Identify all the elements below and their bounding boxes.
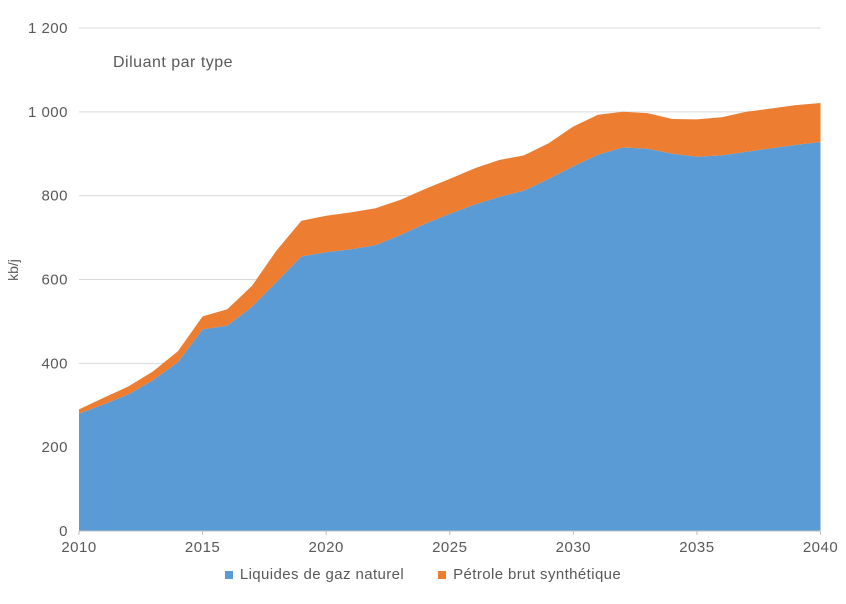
x-tick-label-2010: 2010 — [61, 539, 96, 556]
legend-swatch-orange-icon — [438, 570, 447, 579]
y-axis-title: kb/j — [5, 259, 21, 281]
area-series-1 — [79, 103, 821, 414]
y-tick-label-600: 600 — [41, 272, 68, 289]
legend-label-ngl: Liquides de gaz naturel — [239, 566, 405, 583]
y-tick-label-1200: 1 200 — [28, 20, 68, 37]
legend-swatch-blue-icon — [224, 570, 233, 579]
y-tick-label-800: 800 — [41, 188, 68, 205]
x-tick-label-2040: 2040 — [803, 539, 838, 556]
chart-title: Diluant par type — [113, 54, 234, 71]
x-tick-label-2025: 2025 — [432, 539, 467, 556]
x-tick-label-2015: 2015 — [185, 539, 220, 556]
legend-label-sco: Pétrole brut synthétique — [453, 566, 622, 583]
x-tick-label-2020: 2020 — [308, 539, 343, 556]
y-tick-label-200: 200 — [41, 439, 68, 456]
x-tick-label-2035: 2035 — [679, 539, 714, 556]
legend-item-sco: Pétrole brut synthétique — [438, 566, 621, 583]
y-tick-label-0: 0 — [59, 523, 68, 540]
y-tick-label-1000: 1 000 — [28, 104, 68, 121]
x-tick-label-2030: 2030 — [556, 539, 591, 556]
area-series-0 — [79, 142, 821, 531]
legend-item-ngl: Liquides de gaz naturel — [224, 566, 405, 583]
y-tick-label-400: 400 — [41, 355, 68, 372]
legend: Liquides de gaz naturel Pétrole brut syn… — [0, 566, 846, 583]
